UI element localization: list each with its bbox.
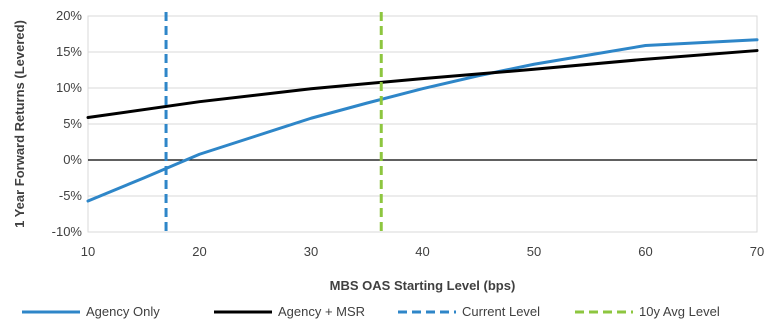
x-tick-label: 20 — [192, 244, 206, 259]
series-group — [86, 12, 759, 232]
legend: Agency Only Agency + MSR Current Level 10y … — [22, 304, 720, 319]
x-tick-label: 40 — [415, 244, 429, 259]
plot-area — [87, 15, 758, 233]
legend-label: Current Level — [462, 304, 540, 319]
x-tick-label: 70 — [750, 244, 764, 259]
gridlines — [88, 15, 757, 233]
series-line — [86, 38, 759, 203]
series-line — [86, 49, 759, 120]
x-tick-label: 30 — [304, 244, 318, 259]
y-tick-label: 5% — [63, 116, 82, 131]
y-tick-label: 20% — [56, 8, 82, 23]
y-tick-label: 15% — [56, 44, 82, 59]
legend-label: Agency + MSR — [278, 304, 365, 319]
x-axis-title: MBS OAS Starting Level (bps) — [330, 278, 516, 293]
legend-label: 10y Avg Level — [639, 304, 720, 319]
y-tick-label: 10% — [56, 80, 82, 95]
legend-label: Agency Only — [86, 304, 160, 319]
y-tick-label: -5% — [59, 188, 83, 203]
axes — [87, 15, 758, 233]
tick-labels: 20% 15% 10% 5% 0% -5% -10% 10 20 30 40 50 60 70 — [52, 8, 765, 259]
x-tick-label: 50 — [527, 244, 541, 259]
x-tick-label: 60 — [638, 244, 652, 259]
x-tick-label: 10 — [81, 244, 95, 259]
y-axis-title: 1 Year Forward Returns (Levered) — [12, 20, 27, 228]
y-tick-label: 0% — [63, 152, 82, 167]
y-tick-label: -10% — [52, 224, 83, 239]
